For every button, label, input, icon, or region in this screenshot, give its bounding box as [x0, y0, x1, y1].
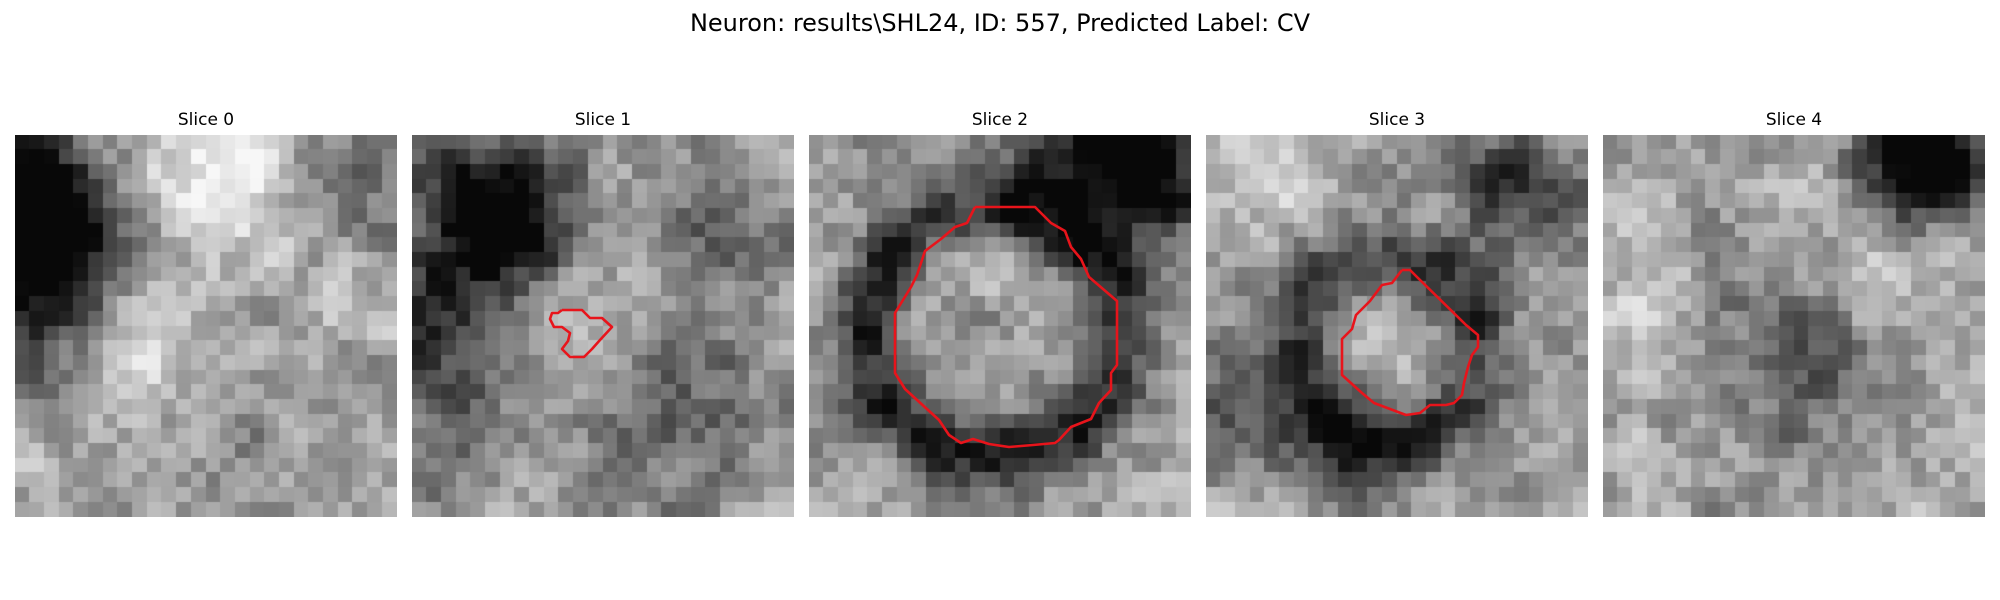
- slice-image: [15, 135, 397, 517]
- slice-title: Slice 3: [1368, 110, 1426, 130]
- figure-title: Neuron: results\SHL24, ID: 557, Predicte…: [689, 9, 1311, 37]
- slice-panel-2: Slice 2: [809, 110, 1191, 517]
- slice-panel-3: Slice 3: [1206, 110, 1588, 517]
- slice-panel-0: Slice 0: [15, 110, 397, 517]
- slice-panel-4: Slice 4: [1603, 110, 1985, 517]
- slice-title: Slice 4: [1765, 110, 1823, 130]
- slice-image: [809, 135, 1191, 517]
- slice-panel-1: Slice 1: [412, 110, 794, 517]
- slice-image: [1603, 135, 1985, 517]
- slice-title: Slice 0: [177, 110, 235, 130]
- slice-title: Slice 2: [971, 110, 1029, 130]
- slice-image: [1206, 135, 1588, 517]
- slice-title: Slice 1: [574, 110, 632, 130]
- slice-image: [412, 135, 794, 517]
